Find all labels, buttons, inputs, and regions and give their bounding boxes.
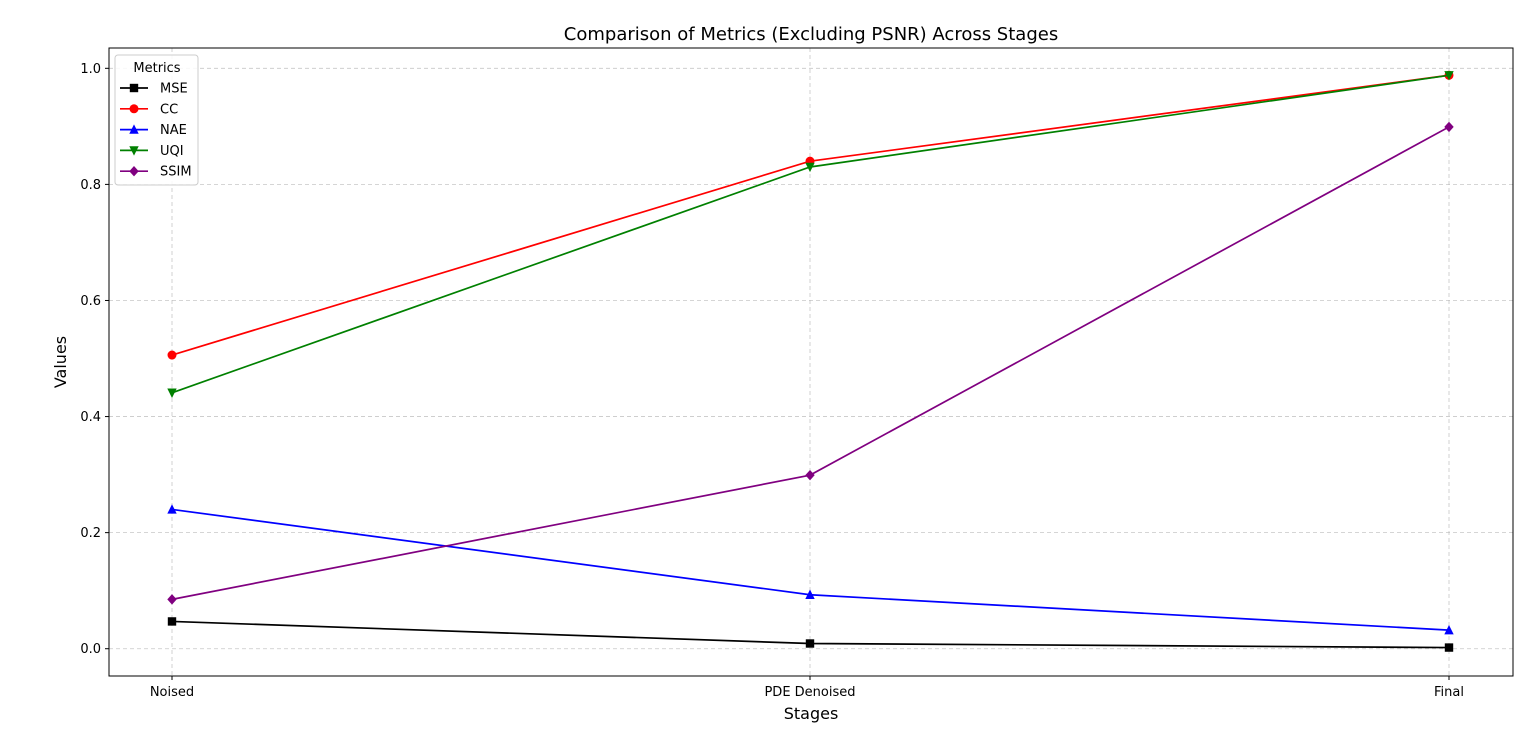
legend-label: NAE xyxy=(160,123,187,138)
nae-point xyxy=(805,589,815,599)
legend-marker xyxy=(129,104,139,114)
y-tick-label: 1.0 xyxy=(80,62,101,77)
cc-line xyxy=(171,74,1450,356)
nae-point xyxy=(167,504,177,514)
plot-frame xyxy=(108,47,1514,677)
legend-label: CC xyxy=(160,102,178,117)
y-tick-label: 0.2 xyxy=(80,526,101,541)
series-nae xyxy=(167,504,1454,635)
series-layer xyxy=(167,70,1454,652)
legend-item-mse: MSE xyxy=(120,82,188,97)
ssim-point xyxy=(167,594,177,605)
legend-item-cc: CC xyxy=(120,102,178,117)
legend-title: Metrics xyxy=(133,61,180,76)
legend-label: MSE xyxy=(160,82,188,97)
chart-title: Comparison of Metrics (Excluding PSNR) A… xyxy=(564,24,1058,45)
ssim-point xyxy=(805,469,815,481)
uqi-line xyxy=(171,74,1450,394)
axis-ticks: 0.0 0.2 0.4 0.6 0.8 1.0 Noised PDE Denoised Fina… xyxy=(80,62,1464,700)
x-axis-label: Stages xyxy=(784,704,839,723)
x-tick-label: Final xyxy=(1434,685,1464,700)
mse-point xyxy=(805,639,815,648)
legend-marker xyxy=(129,166,139,177)
series-mse xyxy=(167,617,1454,652)
legend-item-uqi: UQI xyxy=(120,144,184,159)
ssim-point xyxy=(1444,121,1454,133)
y-tick-label: 0.0 xyxy=(80,642,101,657)
nae-point xyxy=(1444,624,1454,635)
legend-marker xyxy=(129,83,139,93)
legend-marker xyxy=(129,124,139,134)
uqi-point xyxy=(1444,71,1454,81)
x-tick-label: PDE Denoised xyxy=(764,685,855,700)
series-uqi xyxy=(167,71,1454,398)
legend: Metrics MSE CC NAE UQI SSIM xyxy=(114,54,199,186)
y-axis-label: Values xyxy=(51,336,70,388)
uqi-point xyxy=(167,388,177,398)
y-tick-label: 0.8 xyxy=(80,178,101,193)
nae-line xyxy=(171,508,1450,631)
y-tick-label: 0.6 xyxy=(80,294,101,309)
uqi-point xyxy=(805,162,815,173)
mse-point xyxy=(167,617,177,626)
y-tick-label: 0.4 xyxy=(80,410,101,425)
mse-point xyxy=(1444,643,1454,652)
ssim-line xyxy=(171,126,1450,601)
x-tick-label: Noised xyxy=(150,685,194,700)
legend-label: SSIM xyxy=(160,165,192,180)
grid xyxy=(109,48,1513,676)
legend-item-nae: NAE xyxy=(120,123,187,138)
series-ssim xyxy=(167,121,1454,605)
legend-marker xyxy=(129,146,139,156)
cc-point xyxy=(167,350,177,360)
legend-label: UQI xyxy=(160,144,184,159)
series-cc xyxy=(167,70,1454,360)
legend-item-ssim: SSIM xyxy=(120,165,192,180)
